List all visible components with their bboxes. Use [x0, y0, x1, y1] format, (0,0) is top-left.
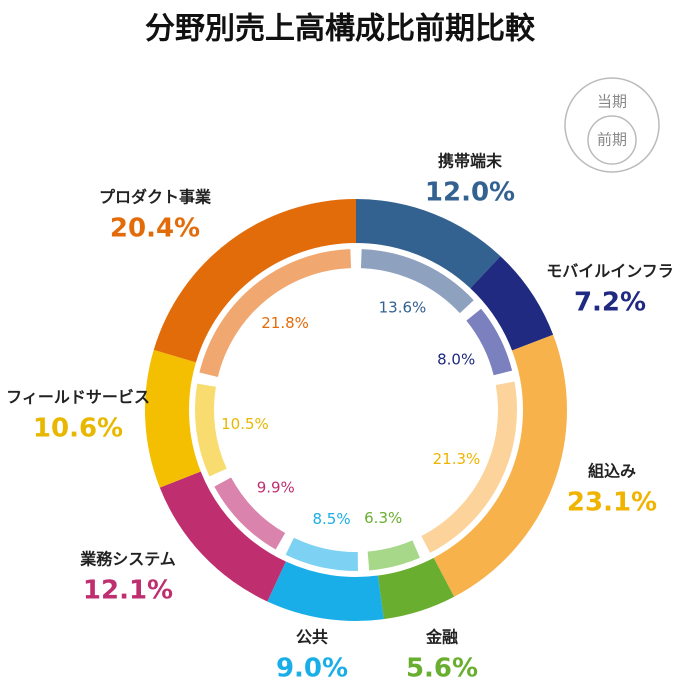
category-label: 組込み	[588, 462, 636, 481]
donut-segment	[285, 537, 358, 571]
value-label: 12.1%	[83, 576, 173, 606]
category-label: 携帯端末	[438, 152, 503, 171]
legend-label: 前期	[597, 131, 627, 149]
donut-segment	[421, 381, 517, 553]
category-label: 業務システム	[79, 550, 176, 569]
category-label: 公共	[296, 628, 328, 647]
value-label: 13.6%	[379, 299, 427, 317]
value-label: 10.5%	[221, 415, 269, 433]
donut-segment	[159, 471, 286, 602]
legend-outer-ring	[564, 77, 660, 173]
donut-segment	[145, 349, 201, 488]
value-label: 7.2%	[574, 288, 646, 318]
donut-segment	[195, 383, 227, 477]
value-label: 10.6%	[33, 414, 123, 444]
value-label: 20.4%	[110, 214, 200, 244]
category-label: プロダクト事業	[99, 188, 212, 207]
donut-segment	[433, 334, 567, 597]
donut-segment	[360, 249, 474, 314]
donut-segment	[267, 561, 384, 621]
value-label: 8.5%	[312, 510, 350, 528]
donut-segment	[470, 256, 554, 351]
value-label: 21.8%	[261, 314, 309, 332]
donut-segment	[214, 477, 286, 550]
category-label: 金融	[425, 628, 458, 647]
donut-segment	[356, 199, 501, 289]
value-label: 9.0%	[276, 654, 348, 684]
donut-segment	[377, 557, 455, 620]
value-label: 5.6%	[406, 654, 478, 684]
donut-segment	[153, 199, 356, 363]
category-label: フィールドサービス	[6, 388, 150, 407]
value-label: 12.0%	[425, 178, 515, 208]
donut-segment	[367, 540, 420, 571]
category-label: モバイルインフラ	[546, 262, 674, 281]
donut-segment	[466, 308, 513, 376]
legend-label: 当期	[597, 93, 627, 111]
value-label: 8.0%	[437, 350, 475, 368]
value-label: 6.3%	[364, 509, 402, 527]
donut-segment	[199, 249, 352, 377]
legend-inner-ring	[587, 115, 637, 165]
chart-title: 分野別売上高構成比前期比較	[145, 12, 536, 47]
value-label: 21.3%	[433, 450, 481, 468]
value-label: 9.9%	[257, 479, 295, 497]
value-label: 23.1%	[567, 488, 657, 518]
